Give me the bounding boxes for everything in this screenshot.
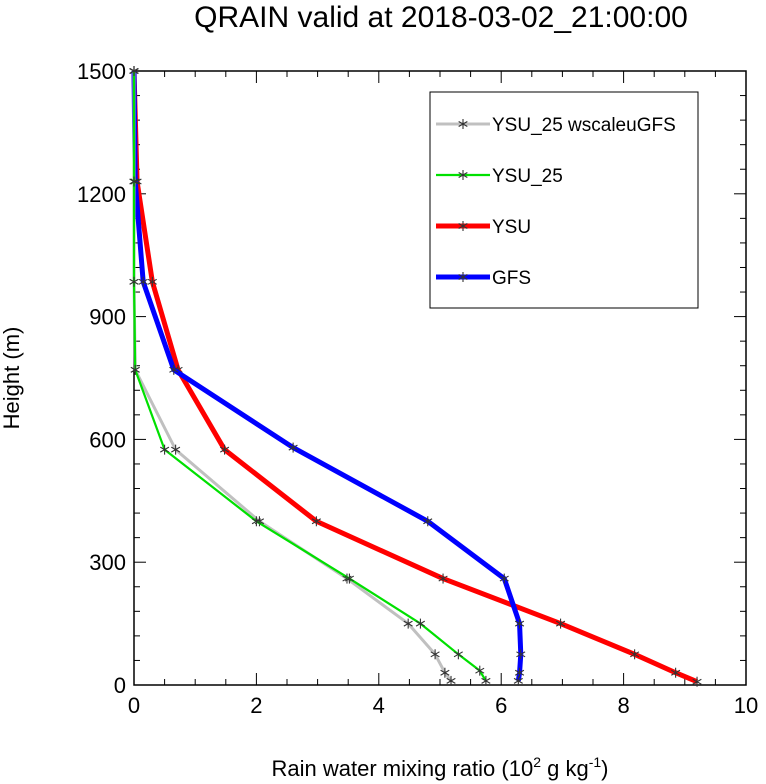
data-point xyxy=(671,667,681,678)
y-axis-label: Height (m) xyxy=(0,327,24,430)
x-axis-label-sup2: -1 xyxy=(589,754,602,770)
data-point xyxy=(458,272,468,282)
data-point xyxy=(129,176,139,187)
x-tick-label: 2 xyxy=(250,693,262,718)
x-tick-label: 6 xyxy=(495,693,507,718)
data-point xyxy=(438,573,448,584)
data-point xyxy=(311,516,321,527)
data-point xyxy=(138,276,148,287)
data-point xyxy=(129,66,139,76)
data-point xyxy=(130,364,140,375)
y-tick-label: 1500 xyxy=(77,59,126,84)
chart-title: QRAIN valid at 2018-03-02_21:00:00 xyxy=(194,1,688,34)
data-point xyxy=(423,516,433,527)
legend-item: YSU_25 wscaleuGFS xyxy=(436,115,676,136)
series-ysu-25-wscaleugfs xyxy=(129,66,456,686)
x-axis-label: Rain water mixing ratio (102 g kg-1) xyxy=(272,754,609,781)
data-point xyxy=(159,444,170,455)
data-point xyxy=(288,442,298,453)
x-axis-label-prefix: Rain water mixing ratio (10 xyxy=(272,756,534,781)
data-point xyxy=(446,675,456,686)
legend-item: YSU xyxy=(436,217,531,238)
data-point xyxy=(403,618,413,629)
tick-labels: 0 2 4 6 8 10 0 300 600 900 1200 1500 xyxy=(77,59,758,718)
legend-item: YSU_25 xyxy=(436,166,563,187)
data-point xyxy=(630,649,640,660)
x-axis-label-sup1: 2 xyxy=(533,754,541,770)
data-point xyxy=(440,667,450,678)
data-point xyxy=(430,649,440,660)
data-point xyxy=(692,676,702,687)
x-tick-label: 0 xyxy=(128,693,140,718)
data-point xyxy=(458,221,468,231)
data-point xyxy=(251,516,262,527)
data-point xyxy=(513,675,523,686)
data-point xyxy=(458,119,468,129)
data-point xyxy=(344,573,355,584)
y-tick-label: 300 xyxy=(89,550,126,575)
data-point xyxy=(555,618,566,629)
data-point xyxy=(129,276,139,287)
data-point xyxy=(169,364,179,375)
legend-item: GFS xyxy=(436,268,531,289)
series-gfs xyxy=(129,66,526,686)
data-point xyxy=(499,573,509,584)
x-tick-label: 4 xyxy=(373,693,385,718)
legend-label: YSU_25 xyxy=(492,166,563,187)
data-point xyxy=(453,649,463,660)
x-axis-label-mid: g kg xyxy=(541,756,589,781)
data-point xyxy=(458,170,468,180)
data-point xyxy=(481,675,491,686)
y-tick-label: 1200 xyxy=(77,182,126,207)
data-point xyxy=(475,665,485,676)
series-layer xyxy=(129,66,702,687)
legend-label: YSU xyxy=(492,217,531,238)
legend-box xyxy=(429,91,699,309)
data-point xyxy=(147,276,157,287)
x-tick-label: 8 xyxy=(617,693,629,718)
series-ysu-25 xyxy=(129,66,491,686)
x-tick-label: 10 xyxy=(734,693,758,718)
data-point xyxy=(219,444,230,455)
legend: YSU_25 wscaleuGFS YSU_25 YSU GFS xyxy=(429,91,699,309)
data-point xyxy=(516,649,526,660)
y-tick-label: 900 xyxy=(89,305,126,330)
data-point xyxy=(415,618,426,629)
y-tick-label: 0 xyxy=(114,673,126,698)
x-axis-label-suffix: ) xyxy=(601,756,608,781)
series-ysu xyxy=(129,66,702,687)
legend-label: YSU_25 wscaleuGFS xyxy=(492,115,676,136)
y-tick-label: 600 xyxy=(89,427,126,452)
data-point xyxy=(514,667,525,678)
legend-label: GFS xyxy=(492,268,531,289)
data-point xyxy=(514,618,525,629)
data-point xyxy=(171,444,181,455)
